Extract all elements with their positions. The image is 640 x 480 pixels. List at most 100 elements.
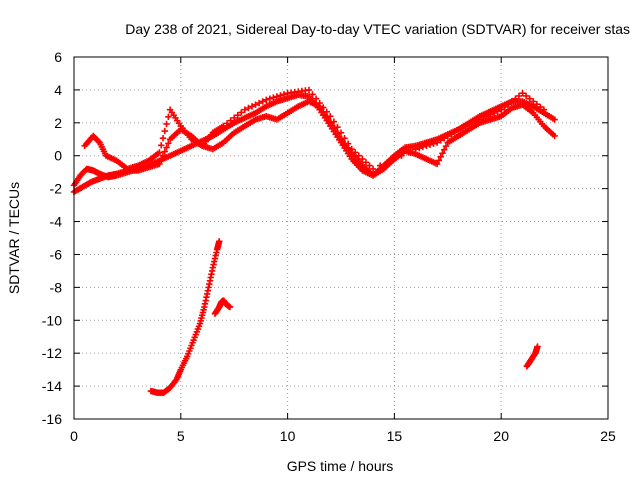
data-point — [551, 116, 558, 123]
x-axis-label: GPS time / hours — [287, 458, 394, 474]
x-tick-label: 0 — [70, 428, 78, 444]
data-point — [441, 146, 448, 153]
data-point — [476, 116, 484, 123]
data-point — [280, 91, 288, 98]
data-point — [465, 121, 473, 128]
data-point — [534, 343, 541, 350]
x-tick-label: 15 — [387, 428, 403, 444]
data-points — [70, 86, 558, 396]
y-tick-label: -6 — [50, 246, 63, 262]
data-point — [508, 98, 516, 105]
data-point — [165, 113, 172, 120]
data-point — [161, 127, 168, 135]
data-point — [95, 138, 102, 145]
data-point — [494, 108, 501, 115]
data-point — [490, 109, 498, 117]
data-point — [320, 104, 327, 111]
data-point — [366, 162, 373, 169]
data-point — [473, 117, 480, 125]
data-point — [159, 152, 167, 159]
data-point — [540, 106, 548, 113]
data-point — [165, 140, 172, 147]
data-point — [305, 86, 313, 94]
data-point — [498, 106, 505, 113]
y-axis-label: SDTVAR / TECUs — [6, 182, 22, 294]
data-point — [227, 117, 234, 124]
x-tick-label: 20 — [493, 428, 509, 444]
data-point — [334, 124, 341, 131]
data-point — [248, 103, 256, 110]
data-point — [323, 108, 330, 116]
data-point — [433, 160, 441, 168]
data-point — [448, 130, 455, 137]
y-tick-label: 0 — [54, 148, 62, 164]
data-point — [551, 132, 558, 140]
data-point — [238, 109, 245, 116]
data-point — [533, 100, 540, 108]
data-point — [270, 94, 277, 101]
y-tick-label: -16 — [42, 411, 62, 427]
data-point — [480, 114, 487, 122]
data-point — [241, 106, 249, 113]
data-point — [515, 92, 523, 100]
y-tick-label: -12 — [42, 345, 62, 361]
data-point — [234, 111, 241, 119]
data-point — [156, 149, 163, 156]
data-point — [312, 95, 320, 102]
data-point — [252, 101, 259, 108]
data-point — [442, 142, 450, 150]
data-point — [263, 96, 270, 103]
data-point — [266, 95, 273, 102]
data-point — [512, 95, 519, 102]
data-point — [519, 90, 526, 97]
data-point — [216, 238, 223, 245]
axis-ticks: 0 5 10 15 20 25 -16 -14 -12 -10 -8 -6 -4 -2 0 2 4 6 — [42, 49, 616, 444]
data-point — [327, 113, 334, 120]
y-tick-label: -10 — [42, 312, 62, 328]
data-point — [309, 91, 316, 98]
data-point — [444, 132, 451, 140]
y-tick-label: 2 — [54, 115, 62, 131]
data-point — [255, 99, 263, 107]
data-point — [245, 104, 252, 112]
data-point — [537, 103, 544, 111]
data-point — [419, 143, 427, 151]
data-point — [530, 98, 537, 105]
data-point — [273, 93, 281, 100]
data-point — [462, 122, 469, 130]
data-point — [348, 145, 355, 153]
y-tick-label: 4 — [54, 82, 62, 98]
data-point — [316, 99, 323, 107]
data-point — [416, 144, 423, 152]
y-tick-label: -8 — [50, 279, 63, 295]
data-point — [223, 120, 231, 127]
data-point — [501, 103, 508, 111]
data-point — [522, 92, 530, 100]
y-tick-label: -2 — [50, 181, 63, 197]
data-point — [412, 145, 419, 153]
data-point — [277, 92, 284, 99]
data-point — [398, 152, 405, 159]
data-point — [483, 113, 491, 120]
data-point — [226, 303, 234, 311]
data-point — [451, 128, 459, 135]
data-point — [437, 137, 444, 144]
y-tick-label: -14 — [42, 378, 62, 394]
data-point — [441, 134, 448, 142]
data-point — [439, 150, 446, 157]
data-point — [369, 165, 377, 173]
data-point — [352, 149, 359, 156]
data-point — [469, 119, 476, 127]
y-tick-label: 6 — [54, 49, 62, 65]
data-point — [423, 142, 430, 150]
chart-title: Day 238 of 2021, Sidereal Day-to-day VTE… — [125, 21, 630, 37]
data-point — [455, 126, 462, 133]
data-point — [526, 95, 533, 102]
x-tick-label: 10 — [280, 428, 296, 444]
data-point — [458, 124, 466, 131]
x-tick-label: 25 — [600, 428, 616, 444]
data-point — [430, 140, 437, 147]
data-point — [158, 142, 165, 149]
data-point — [161, 148, 168, 155]
data-point — [337, 129, 345, 136]
